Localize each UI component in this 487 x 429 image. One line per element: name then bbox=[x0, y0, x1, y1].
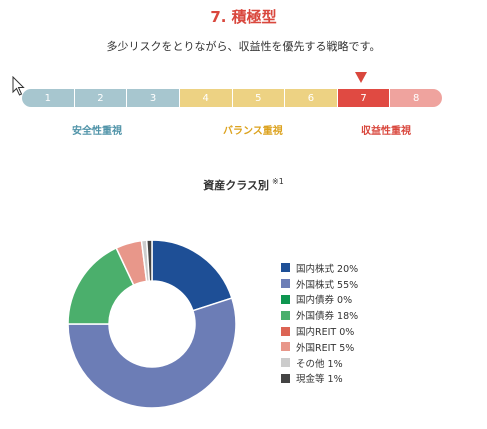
legend-label: 外国REIT 5% bbox=[296, 342, 355, 354]
legend-item: 現金等 1% bbox=[281, 371, 358, 387]
legend-swatch bbox=[281, 279, 290, 289]
selected-level-marker-icon bbox=[355, 72, 367, 83]
chart-title-text: 資産クラス別 bbox=[203, 179, 269, 192]
risk-level-6[interactable]: 6 bbox=[285, 89, 338, 107]
legend-swatch bbox=[281, 326, 290, 336]
legend-label: その他 1% bbox=[296, 358, 343, 370]
chart-legend: 国内株式 20% 外国株式 55% 国内債券 0% 外国債券 18% 国内REIT 0%… bbox=[281, 260, 358, 386]
legend-swatch bbox=[281, 358, 290, 368]
legend-label: 国内株式 20% bbox=[296, 263, 359, 275]
mouse-cursor-icon bbox=[12, 76, 25, 96]
risk-level-7[interactable]: 7 bbox=[337, 89, 391, 107]
chart-title: 資産クラス別 ※1 bbox=[0, 177, 487, 193]
asset-class-donut-chart bbox=[67, 239, 237, 409]
legend-item: 国内REIT 0% bbox=[281, 323, 358, 339]
legend-item: 外国債券 18% bbox=[281, 307, 358, 323]
legend-item: 国内債券 0% bbox=[281, 292, 358, 308]
category-profit: 収益性重視 bbox=[361, 126, 411, 137]
legend-label: 外国株式 55% bbox=[296, 279, 359, 291]
legend-swatch bbox=[281, 373, 290, 383]
legend-swatch bbox=[281, 342, 290, 352]
page-title: 7. 積極型 bbox=[210, 8, 277, 26]
legend-label: 現金等 1% bbox=[296, 374, 343, 386]
legend-item: その他 1% bbox=[281, 355, 358, 371]
legend-label: 国内債券 0% bbox=[296, 295, 353, 307]
legend-item: 外国株式 55% bbox=[281, 276, 358, 292]
risk-level-4[interactable]: 4 bbox=[179, 89, 233, 107]
legend-swatch bbox=[281, 263, 290, 273]
risk-level-8[interactable]: 8 bbox=[390, 89, 442, 107]
legend-item: 国内株式 20% bbox=[281, 260, 358, 276]
legend-item: 外国REIT 5% bbox=[281, 339, 358, 355]
risk-level-1[interactable]: 1 bbox=[22, 89, 75, 107]
legend-label: 国内REIT 0% bbox=[296, 327, 355, 339]
chart-footnote-mark: ※1 bbox=[271, 177, 284, 186]
donut-slice-7 bbox=[145, 239, 153, 282]
risk-level-5[interactable]: 5 bbox=[232, 89, 286, 107]
risk-level-3[interactable]: 3 bbox=[127, 89, 180, 107]
risk-level-2[interactable]: 2 bbox=[74, 89, 128, 107]
donut-slice-1 bbox=[67, 297, 237, 409]
category-safety: 安全性重視 bbox=[72, 126, 122, 137]
legend-swatch bbox=[281, 310, 290, 320]
category-balance: バランス重視 bbox=[223, 126, 283, 137]
legend-swatch bbox=[281, 294, 290, 304]
legend-label: 外国債券 18% bbox=[296, 311, 359, 323]
strategy-description: 多少リスクをとりながら、収益性を優先する戦略です。 bbox=[106, 40, 381, 53]
donut-slice-0 bbox=[151, 239, 233, 312]
